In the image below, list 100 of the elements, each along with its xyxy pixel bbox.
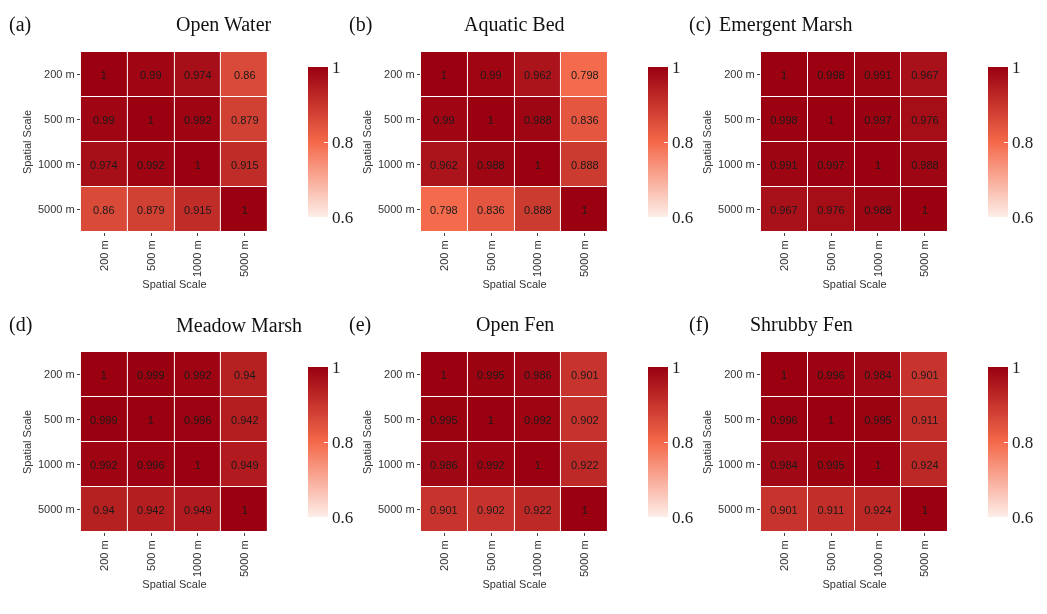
data-label: 0.984 <box>770 458 798 471</box>
y-axis-title: Spatial Scale <box>360 109 373 175</box>
data-label: 0.984 <box>864 368 892 381</box>
data-label: 0.901 <box>911 368 939 381</box>
data-label: 0.879 <box>137 203 165 216</box>
data-label: 1 <box>194 458 201 471</box>
x-tick-label: 200 m <box>97 240 110 271</box>
data-label: 1 <box>827 413 834 426</box>
y-tick-label: 5000 m <box>37 503 75 516</box>
data-label: 0.996 <box>770 413 798 426</box>
data-label: 0.992 <box>184 368 212 381</box>
data-label: 0.949 <box>231 458 259 471</box>
y-tick-label: 200 m <box>44 68 75 81</box>
x-tick-label: 1000 m <box>531 540 544 578</box>
x-axis-title: Spatial Scale <box>482 578 547 591</box>
data-label: 0.988 <box>477 158 505 171</box>
y-tick-label: 5000 m <box>718 203 755 216</box>
data-label: 1 <box>581 203 588 216</box>
data-label: 0.924 <box>864 503 892 516</box>
data-label: 1 <box>147 413 154 426</box>
x-tick-label: 200 m <box>97 540 110 571</box>
data-label: 0.915 <box>184 203 212 216</box>
color-bar-label: 0.6 <box>671 507 694 527</box>
x-axis-title: Spatial Scale <box>822 578 887 591</box>
data-label: 1 <box>874 458 881 471</box>
x-tick-label: 200 m <box>437 540 450 571</box>
data-label: 0.997 <box>817 158 845 171</box>
data-label: 0.986 <box>430 458 458 471</box>
color-bar-label: 0.8 <box>331 432 354 452</box>
data-label: 0.988 <box>911 158 939 171</box>
y-axis-title: Spatial Scale <box>360 409 373 475</box>
y-tick-label: 1000 m <box>37 458 75 471</box>
x-tick-label: 200 m <box>777 540 790 571</box>
data-label: 0.986 <box>524 368 552 381</box>
y-tick-label: 500 m <box>384 113 415 126</box>
x-axis-title: Spatial Scale <box>482 278 547 291</box>
color-bar-label: 1 <box>1011 57 1021 77</box>
data-label: 0.99 <box>433 113 455 126</box>
data-label: 1 <box>827 113 834 126</box>
data-label: 0.836 <box>477 203 505 216</box>
data-label: 0.901 <box>770 503 798 516</box>
x-tick-label: 500 m <box>144 540 157 571</box>
x-tick-label: 5000 m <box>238 240 251 278</box>
x-axis-title: Spatial Scale <box>142 278 207 291</box>
data-label: 1 <box>100 68 107 81</box>
data-label: 0.99 <box>480 68 502 81</box>
data-label: 0.992 <box>477 458 505 471</box>
data-label: 0.911 <box>817 503 845 516</box>
data-label: 0.996 <box>184 413 212 426</box>
data-label: 0.888 <box>571 158 599 171</box>
y-tick-label: 500 m <box>44 413 75 426</box>
data-label: 1 <box>147 113 154 126</box>
y-tick-label: 5000 m <box>377 203 415 216</box>
data-label: 1 <box>581 503 588 516</box>
x-tick-label: 1000 m <box>191 240 204 278</box>
x-tick-label: 500 m <box>484 240 497 271</box>
data-label: 1 <box>780 368 787 381</box>
data-label: 0.94 <box>234 368 256 381</box>
data-label: 0.967 <box>911 68 939 81</box>
x-tick-label: 5000 m <box>918 540 931 578</box>
text: (c) <box>689 13 712 36</box>
y-axis-title: Spatial Scale <box>700 409 713 475</box>
data-label: 1 <box>100 368 107 381</box>
y-tick-label: 200 m <box>384 68 415 81</box>
y-tick-label: 1000 m <box>718 458 755 471</box>
color-bar-label: 0.6 <box>671 207 694 227</box>
x-tick-label: 5000 m <box>238 540 251 578</box>
data-label: 0.992 <box>184 113 212 126</box>
color-bar-label: 1 <box>331 57 341 77</box>
y-tick-label: 1000 m <box>718 158 755 171</box>
data-label: 0.996 <box>137 458 165 471</box>
data-label: 0.942 <box>137 503 165 516</box>
data-label: 0.976 <box>911 113 939 126</box>
text: (f) <box>689 313 709 336</box>
data-label: 0.922 <box>524 503 552 516</box>
chart-title: Meadow Marsh <box>176 314 303 336</box>
x-tick-label: 5000 m <box>578 540 591 578</box>
y-tick-label: 1000 m <box>37 158 75 171</box>
chart-title: Aquatic Bed <box>464 13 565 36</box>
x-tick-label: 500 m <box>144 240 157 271</box>
data-label: 0.911 <box>911 413 939 426</box>
x-tick-label: 500 m <box>824 540 837 571</box>
text: (a) <box>9 13 32 36</box>
data-label: 1 <box>487 113 494 126</box>
data-label: 0.836 <box>571 113 599 126</box>
data-label: 0.974 <box>184 68 212 81</box>
y-tick-label: 5000 m <box>37 203 75 216</box>
color-bar-label: 1 <box>1011 357 1021 377</box>
data-label: 0.995 <box>864 413 892 426</box>
data-label: 0.924 <box>911 458 939 471</box>
color-bar-label: 1 <box>331 357 341 377</box>
data-label: 0.99 <box>140 68 162 81</box>
data-label: 1 <box>780 68 787 81</box>
color-bar-label: 0.8 <box>1011 432 1034 452</box>
y-tick-label: 200 m <box>44 368 75 381</box>
data-label: 0.999 <box>90 413 118 426</box>
data-label: 0.949 <box>184 503 212 516</box>
color-bar-label: 1 <box>671 357 681 377</box>
color-bar-label: 0.6 <box>331 207 354 227</box>
data-label: 0.798 <box>430 203 458 216</box>
